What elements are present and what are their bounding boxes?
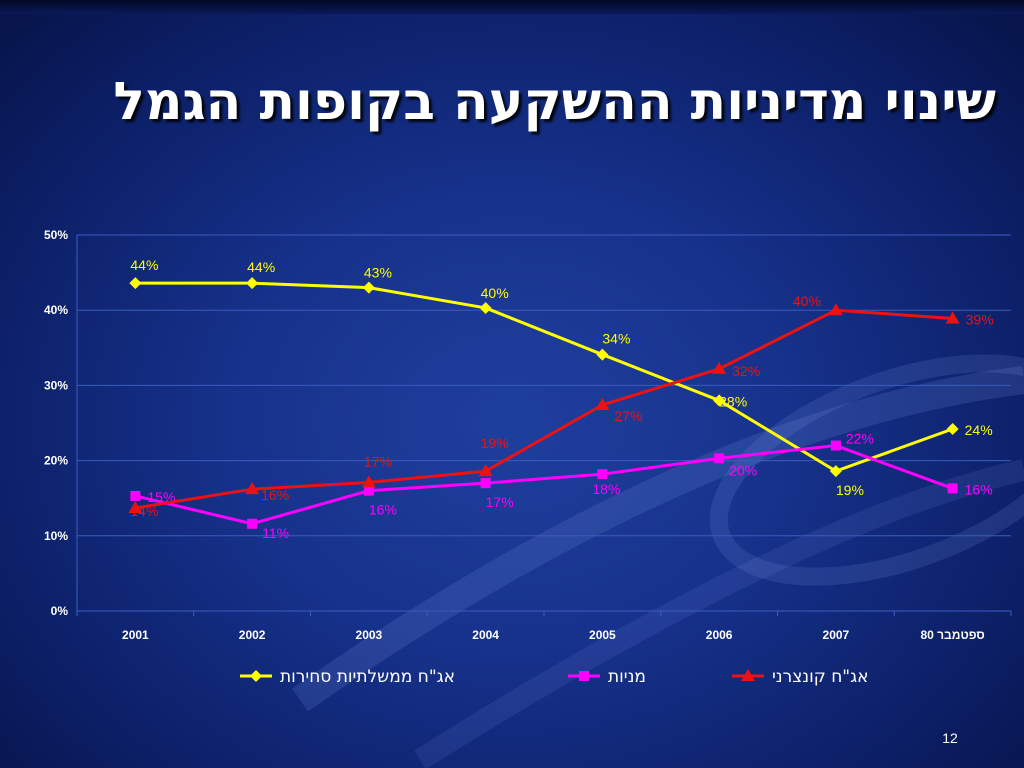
legend-marker: [250, 670, 262, 682]
data-label: 44%: [247, 259, 275, 275]
x-tick-label: 2001: [122, 628, 149, 642]
data-point-marker: [362, 281, 375, 294]
data-label: 20%: [729, 462, 757, 478]
x-tick-label: 2003: [356, 628, 383, 642]
data-point-marker: [479, 301, 492, 314]
y-tick-label: 0%: [51, 604, 69, 618]
data-point-marker: [828, 303, 843, 316]
data-label: 19%: [836, 482, 864, 498]
data-label: 40%: [793, 293, 821, 309]
data-label: 43%: [364, 265, 392, 281]
data-label: 22%: [846, 431, 874, 447]
data-label: 14%: [130, 503, 158, 519]
y-tick-label: 30%: [44, 378, 68, 392]
data-label: 16%: [369, 502, 397, 518]
legend-marker: [741, 669, 755, 681]
legend-label: אג"ח ממשלתיות סחירות: [280, 667, 455, 687]
data-label: 32%: [732, 363, 760, 379]
data-label: 28%: [719, 393, 747, 409]
data-point-marker: [363, 485, 374, 496]
series-line: [135, 281, 954, 473]
data-point-marker: [361, 475, 376, 488]
series-line: [135, 308, 953, 510]
data-point-marker: [247, 518, 258, 529]
legend-marker: [579, 671, 589, 681]
series-line: [135, 444, 954, 526]
data-point-marker: [945, 311, 960, 324]
data-point-marker: [480, 478, 491, 489]
top-bar: [0, 0, 1024, 14]
y-tick-label: 10%: [44, 529, 68, 543]
data-label: 15%: [147, 489, 175, 505]
legend-label: מניות: [608, 667, 646, 687]
data-label: 17%: [486, 494, 514, 510]
data-point-marker: [714, 453, 725, 464]
legend-label: אג"ח קונצרני: [772, 667, 869, 687]
data-point-marker: [946, 423, 959, 436]
data-point-marker: [478, 464, 493, 477]
y-tick-label: 20%: [44, 454, 68, 468]
data-point-marker: [129, 277, 142, 290]
data-label: 16%: [965, 481, 993, 497]
data-point-marker: [128, 500, 143, 513]
y-tick-label: 40%: [44, 303, 68, 317]
data-label: 17%: [364, 453, 392, 469]
data-label: 40%: [481, 285, 509, 301]
x-tick-label: 2002: [239, 628, 266, 642]
x-tick-label: 2005: [589, 628, 616, 642]
slide-number: 12: [942, 730, 958, 746]
data-label: 34%: [602, 331, 630, 347]
x-tick-label: 2006: [706, 628, 733, 642]
data-label: 11%: [262, 525, 289, 541]
x-tick-label: 2007: [823, 628, 850, 642]
slide-title: שינוי מדיניות ההשקעה בקופות הגמל: [113, 72, 996, 132]
data-point-marker: [713, 394, 726, 407]
data-point-marker: [830, 440, 841, 451]
data-point-marker: [595, 397, 610, 410]
data-label: 18%: [592, 481, 620, 497]
data-point-marker: [245, 482, 260, 495]
data-label: 19%: [481, 435, 509, 451]
data-point-marker: [829, 465, 842, 478]
x-tick-label: 2004: [472, 628, 499, 642]
data-point-marker: [712, 361, 727, 374]
data-label: 24%: [965, 422, 993, 438]
data-label: 39%: [966, 311, 994, 327]
data-point-marker: [130, 490, 141, 501]
data-label: 44%: [130, 257, 158, 273]
data-point-marker: [596, 348, 609, 361]
x-tick-label: ספטמבר 80: [920, 628, 984, 642]
y-tick-label: 50%: [44, 228, 68, 242]
data-point-marker: [246, 277, 259, 290]
data-label: 27%: [614, 408, 642, 424]
data-label: 16%: [261, 487, 289, 503]
data-point-marker: [947, 483, 958, 494]
data-point-marker: [597, 469, 608, 480]
